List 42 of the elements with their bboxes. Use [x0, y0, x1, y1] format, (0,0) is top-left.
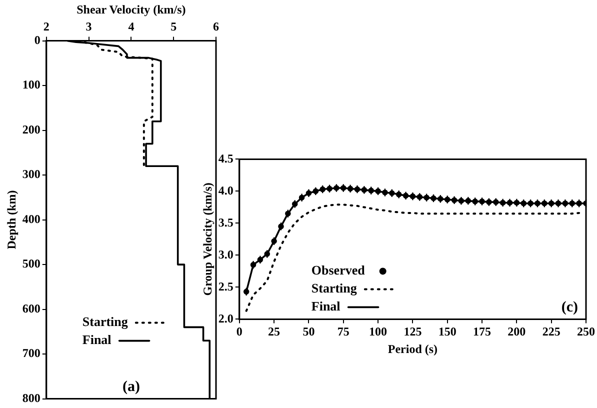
legend-label: Observed	[311, 262, 366, 278]
y-tick-label: 200	[22, 122, 40, 136]
y-tick-label: 3.5	[218, 215, 234, 230]
annotation: (c)	[561, 300, 578, 316]
x-tick-label: 2	[43, 20, 50, 34]
x-tick-label: 250	[577, 324, 595, 338]
y-tick-label: 700	[22, 346, 40, 360]
y-tick-label: 800	[22, 390, 40, 405]
x-axis-title: Period (s)	[388, 342, 438, 356]
y-tick-label: 300	[22, 167, 40, 182]
x-tick-label: 3	[86, 20, 92, 34]
y-tick-label: 500	[22, 256, 40, 271]
legend-label: Final	[82, 332, 112, 348]
legend-label: Final	[311, 298, 341, 314]
x-tick-label: 50	[302, 324, 315, 338]
y-tick-label: 100	[22, 78, 40, 92]
x-tick-label: 100	[369, 324, 388, 338]
x-tick-label: 0	[236, 324, 242, 338]
y-axis-title: Depth (km)	[4, 190, 18, 250]
x-tick-label: 175	[473, 324, 492, 338]
annotation: (a)	[122, 379, 140, 396]
legend-label: Starting	[311, 280, 358, 296]
x-tick-label: 5	[170, 20, 177, 34]
x-tick-label: 125	[404, 324, 422, 338]
y-tick-label: 2.5	[218, 279, 234, 294]
y-tick-label: 2.0	[218, 311, 234, 326]
y-tick-label: 4.0	[218, 183, 234, 198]
x-axis-title: Shear Velocity (km/s)	[76, 2, 186, 16]
x-tick-label: 225	[542, 324, 560, 338]
x-tick-label: 75	[337, 324, 350, 338]
y-tick-label: 4.5	[218, 151, 234, 166]
x-tick-label: 25	[268, 324, 280, 338]
y-tick-label: 400	[22, 212, 40, 226]
x-tick-label: 200	[508, 324, 526, 338]
legend-label: Starting	[82, 314, 128, 330]
y-tick-label: 3.0	[218, 247, 234, 262]
y-tick-label: 600	[22, 301, 40, 316]
y-axis-title: Group Velocity (km/s)	[200, 182, 214, 296]
x-tick-label: 4	[128, 20, 134, 34]
y-tick-label: 0	[34, 32, 40, 47]
x-tick-label: 150	[438, 324, 456, 338]
x-tick-label: 6	[213, 20, 219, 34]
